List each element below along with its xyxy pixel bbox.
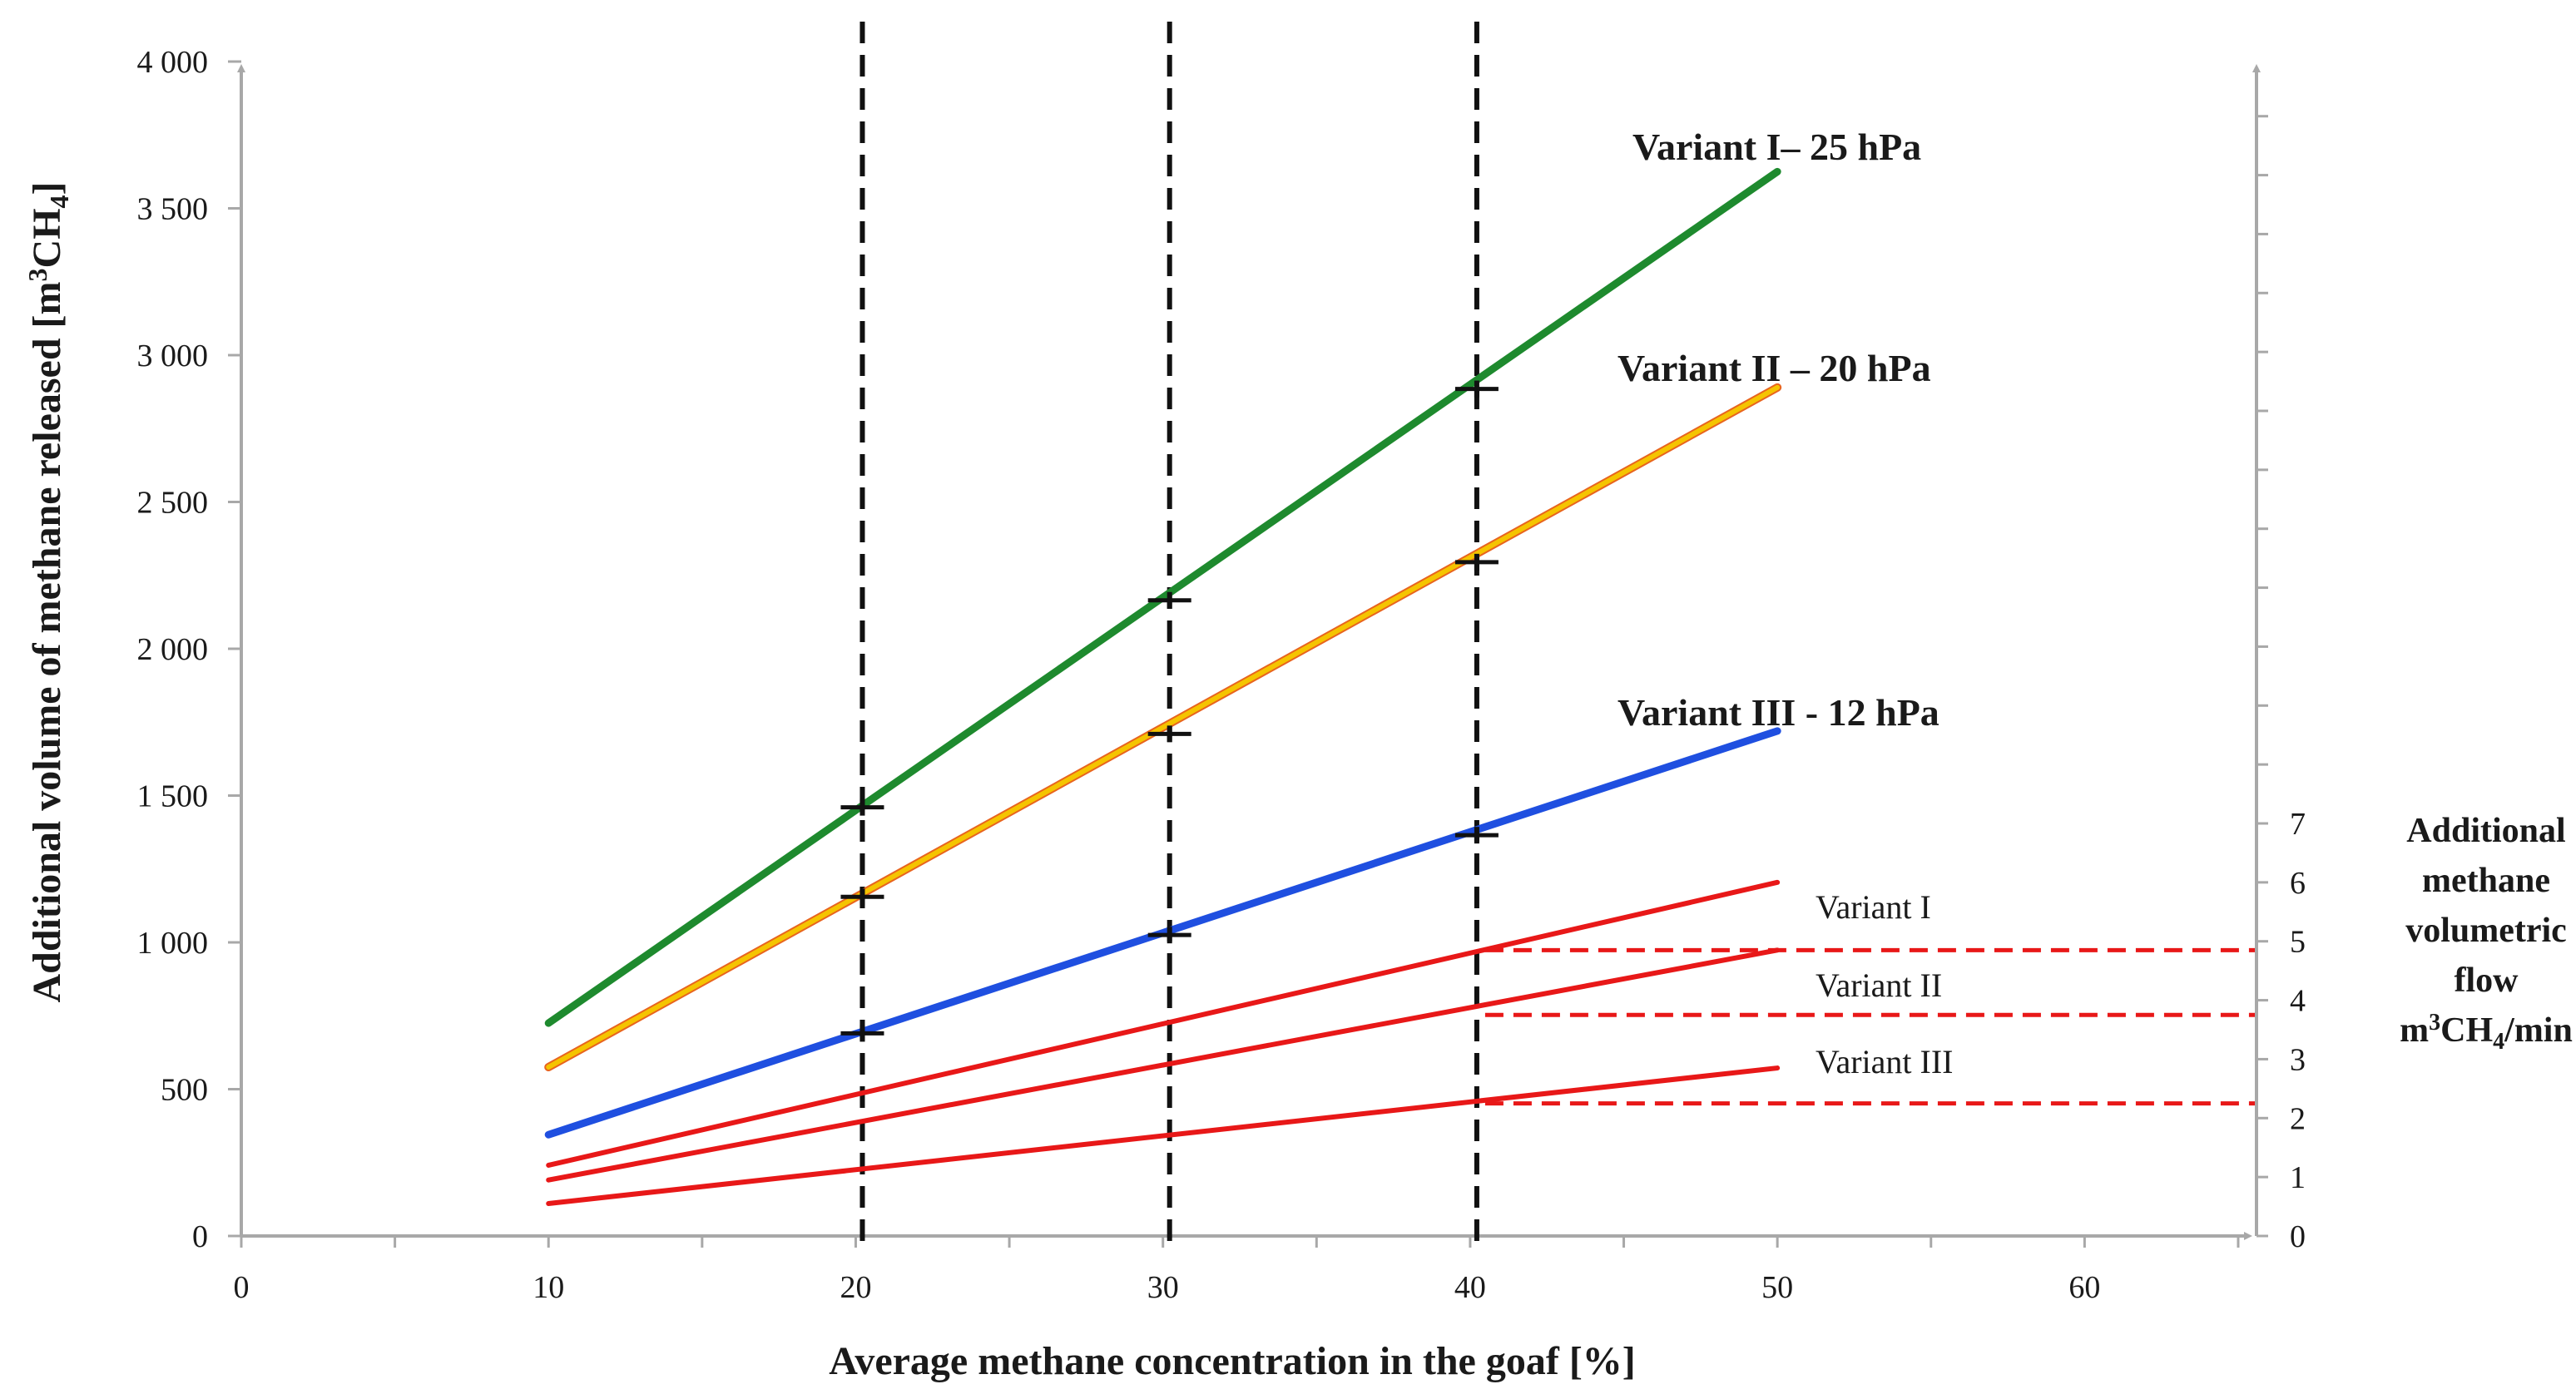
- y-tick-label: 1 500: [137, 779, 209, 814]
- y-axis-title-sup: 3: [22, 268, 52, 281]
- y2-unit-part: /min: [2504, 1011, 2573, 1050]
- x-tick-label: 40: [1454, 1270, 1486, 1305]
- y2-axis-unit: m3CH4/min: [2400, 1010, 2573, 1055]
- x-tick-label: 0: [234, 1270, 250, 1305]
- error-marks: [840, 380, 1499, 1042]
- y-tick-label: 3 000: [137, 339, 209, 373]
- y2-axis-title-line: methane: [2422, 862, 2550, 900]
- y-tick-label: 500: [161, 1073, 208, 1108]
- vertical-markers: [859, 22, 1479, 1243]
- x-tick-label: 50: [1761, 1270, 1793, 1305]
- y-tick-label: 0: [192, 1219, 208, 1254]
- y-axis-title: Additional volume of methane released [m…: [22, 181, 74, 1002]
- y2-tick-label: 6: [2290, 866, 2306, 901]
- y2-tick-label: 7: [2290, 807, 2306, 842]
- y2-tick-label: 4: [2290, 984, 2306, 1019]
- y-tick-label: 3 500: [137, 192, 209, 227]
- y2-unit-sub: 4: [2493, 1029, 2504, 1055]
- series-line: [546, 1065, 1781, 1207]
- y2-tick-label: 5: [2290, 925, 2306, 960]
- y2-tick-label: 3: [2290, 1042, 2306, 1077]
- label-variant-3-12hpa: Variant III - 12 hPa: [1617, 691, 1939, 734]
- y2-tick-label: 1: [2290, 1160, 2306, 1195]
- y2-tick-label: 2: [2290, 1101, 2306, 1136]
- y2-unit-part: m: [2400, 1011, 2429, 1050]
- x-tick-label: 60: [2068, 1270, 2100, 1305]
- chart-text: Average methane concentration in the goa…: [22, 126, 2573, 1383]
- y2-axis-title-line: volumetric: [2405, 912, 2567, 950]
- x-tick-label: 20: [840, 1270, 871, 1305]
- reference-lines: [1484, 947, 2255, 1106]
- y-axis-title-part: ]: [25, 181, 69, 195]
- label-variant-1-25hpa: Variant I– 25 hPa: [1632, 126, 1921, 168]
- y2-axis-title-line: Additional: [2406, 812, 2565, 850]
- y-tick-label: 2 000: [137, 632, 209, 667]
- label-red-variant-1: Variant I: [1816, 888, 1931, 926]
- y-axis-title-sub: 4: [44, 195, 74, 208]
- series-line: [546, 879, 1781, 1168]
- x-tick-label: 30: [1147, 1270, 1179, 1305]
- y-axis-title-part: CH: [25, 208, 69, 268]
- label-variant-2-20hpa: Variant II – 20 hPa: [1617, 347, 1931, 389]
- y-axis-title-part: Additional volume of methane released [m: [25, 281, 69, 1002]
- series-lines: [544, 167, 1782, 1207]
- series-line: [546, 947, 1781, 1183]
- x-axis-title: Average methane concentration in the goa…: [829, 1339, 1636, 1383]
- series-line: [546, 384, 1781, 1070]
- y-tick-label: 1 000: [137, 926, 209, 961]
- x-tick-label: 10: [533, 1270, 564, 1305]
- y2-unit-sup: 3: [2429, 1010, 2440, 1036]
- y2-tick-label: 0: [2290, 1219, 2306, 1254]
- y2-unit-part: CH: [2440, 1011, 2493, 1050]
- y-tick-label: 2 500: [137, 486, 209, 521]
- series-line: [544, 727, 1781, 1139]
- label-red-variant-2: Variant II: [1816, 966, 1942, 1004]
- y2-axis-title-line: flow: [2455, 962, 2519, 1000]
- label-red-variant-3: Variant III: [1816, 1043, 1953, 1080]
- y-tick-label: 4 000: [137, 45, 209, 80]
- series-line: [544, 167, 1781, 1027]
